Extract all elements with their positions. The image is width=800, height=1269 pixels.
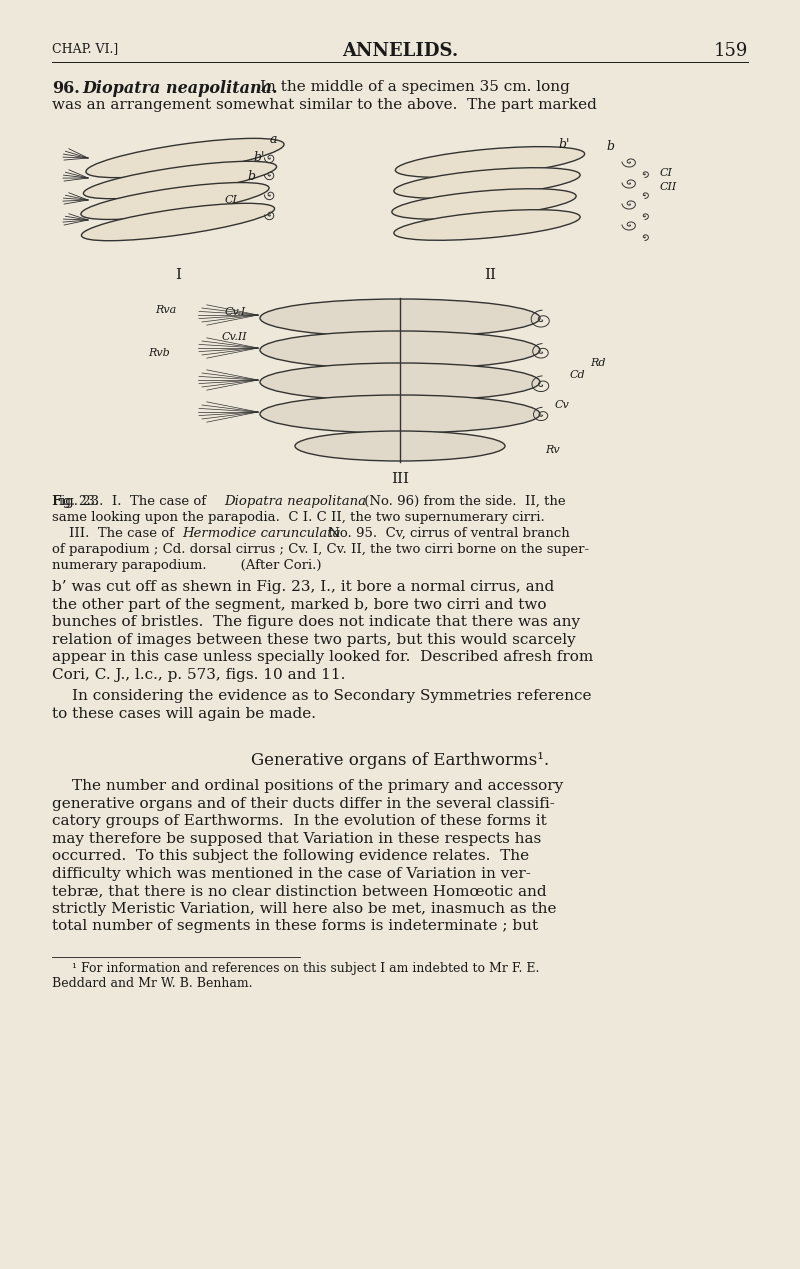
Ellipse shape	[260, 363, 540, 401]
Text: Hermodice carunculata: Hermodice carunculata	[182, 527, 341, 541]
Text: I: I	[175, 268, 181, 282]
Text: CI: CI	[660, 168, 673, 178]
Text: ig. 23.: ig. 23.	[59, 495, 98, 508]
Text: III: III	[391, 472, 409, 486]
Ellipse shape	[394, 209, 580, 240]
Text: Rv: Rv	[545, 445, 560, 456]
Text: Fig. 23.  I.  The case of: Fig. 23. I. The case of	[52, 495, 210, 508]
Ellipse shape	[260, 331, 540, 369]
Text: Diopatra neapolitana.: Diopatra neapolitana.	[82, 80, 278, 96]
Text: 159: 159	[714, 42, 748, 60]
Ellipse shape	[394, 168, 580, 198]
Text: (No. 96) from the side.  II, the: (No. 96) from the side. II, the	[360, 495, 566, 508]
Text: same looking upon the parapodia.  C I. C II, the two supernumerary cirri.: same looking upon the parapodia. C I. C …	[52, 511, 545, 524]
Ellipse shape	[395, 147, 585, 178]
Text: numerary parapodium.        (After Cori.): numerary parapodium. (After Cori.)	[52, 560, 322, 572]
Ellipse shape	[260, 299, 540, 338]
Text: Cv.I: Cv.I	[225, 307, 246, 317]
Text: II: II	[484, 268, 496, 282]
Ellipse shape	[83, 161, 277, 199]
Text: CI: CI	[225, 195, 238, 206]
Text: was an arrangement somewhat similar to the above.  The part marked: was an arrangement somewhat similar to t…	[52, 98, 597, 112]
Text: Generative organs of Earthworms¹.: Generative organs of Earthworms¹.	[251, 751, 549, 769]
Text: may therefore be supposed that Variation in these respects has: may therefore be supposed that Variation…	[52, 831, 542, 845]
Text: appear in this case unless specially looked for.  Described afresh from: appear in this case unless specially loo…	[52, 650, 594, 664]
Text: Cd: Cd	[570, 371, 586, 379]
Text: difficulty which was mentioned in the case of Variation in ver-: difficulty which was mentioned in the ca…	[52, 867, 531, 881]
Text: In the middle of a specimen 35 cm. long: In the middle of a specimen 35 cm. long	[260, 80, 570, 94]
Text: b': b'	[558, 138, 570, 151]
Text: b: b	[606, 140, 614, 154]
Text: b': b'	[253, 151, 264, 164]
Text: 96.: 96.	[52, 80, 80, 96]
Text: relation of images between these two parts, but this would scarcely: relation of images between these two par…	[52, 632, 576, 646]
Text: No. 95.  Cv, cirrus of ventral branch: No. 95. Cv, cirrus of ventral branch	[324, 527, 570, 541]
Text: ¹ For information and references on this subject I am indebted to Mr F. E.: ¹ For information and references on this…	[72, 962, 539, 975]
Text: bunches of bristles.  The figure does not indicate that there was any: bunches of bristles. The figure does not…	[52, 615, 580, 629]
Ellipse shape	[86, 138, 284, 178]
Ellipse shape	[392, 189, 576, 220]
Text: ANNELIDS.: ANNELIDS.	[342, 42, 458, 60]
Text: CHAP. VI.]: CHAP. VI.]	[52, 42, 118, 55]
Text: F: F	[52, 495, 61, 508]
Text: the other part of the segment, marked b, bore two cirri and two: the other part of the segment, marked b,…	[52, 598, 546, 612]
Text: to these cases will again be made.: to these cases will again be made.	[52, 707, 316, 721]
Text: Rd: Rd	[590, 358, 606, 368]
Text: total number of segments in these forms is indeterminate ; but: total number of segments in these forms …	[52, 919, 538, 933]
Text: III.  The case of: III. The case of	[52, 527, 178, 541]
Text: generative organs and of their ducts differ in the several classifi-: generative organs and of their ducts dif…	[52, 797, 555, 811]
Text: b’ was cut off as shewn in Fig. 23, I., it bore a normal cirrus, and: b’ was cut off as shewn in Fig. 23, I., …	[52, 580, 554, 594]
Text: The number and ordinal positions of the primary and accessory: The number and ordinal positions of the …	[72, 779, 563, 793]
Ellipse shape	[295, 431, 505, 461]
Text: catory groups of Earthworms.  In the evolution of these forms it: catory groups of Earthworms. In the evol…	[52, 813, 546, 827]
Text: Cori, C. J., l.c., p. 573, figs. 10 and 11.: Cori, C. J., l.c., p. 573, figs. 10 and …	[52, 667, 346, 681]
Text: Rva: Rva	[155, 305, 176, 315]
Text: Cv.II: Cv.II	[222, 332, 248, 343]
Ellipse shape	[260, 395, 540, 433]
Text: In considering the evidence as to Secondary Symmetries reference: In considering the evidence as to Second…	[72, 689, 591, 703]
Text: of parapodium ; Cd. dorsal cirrus ; Cv. I, Cv. II, the two cirri borne on the su: of parapodium ; Cd. dorsal cirrus ; Cv. …	[52, 543, 589, 556]
Ellipse shape	[82, 203, 274, 241]
Text: Rvb: Rvb	[148, 348, 170, 358]
Text: strictly Meristic Variation, will here also be met, inasmuch as the: strictly Meristic Variation, will here a…	[52, 901, 557, 915]
FancyBboxPatch shape	[60, 115, 740, 490]
Text: b: b	[247, 170, 255, 183]
Text: Diopatra neapolitana: Diopatra neapolitana	[224, 495, 366, 508]
Text: Cv: Cv	[555, 400, 570, 410]
Text: Beddard and Mr W. B. Benham.: Beddard and Mr W. B. Benham.	[52, 977, 253, 990]
Text: tebræ, that there is no clear distinction between Homœotic and: tebræ, that there is no clear distinctio…	[52, 884, 546, 898]
Text: a: a	[270, 133, 278, 146]
Text: CII: CII	[660, 181, 678, 192]
Ellipse shape	[81, 183, 269, 220]
Text: occurred.  To this subject the following evidence relates.  The: occurred. To this subject the following …	[52, 849, 529, 863]
